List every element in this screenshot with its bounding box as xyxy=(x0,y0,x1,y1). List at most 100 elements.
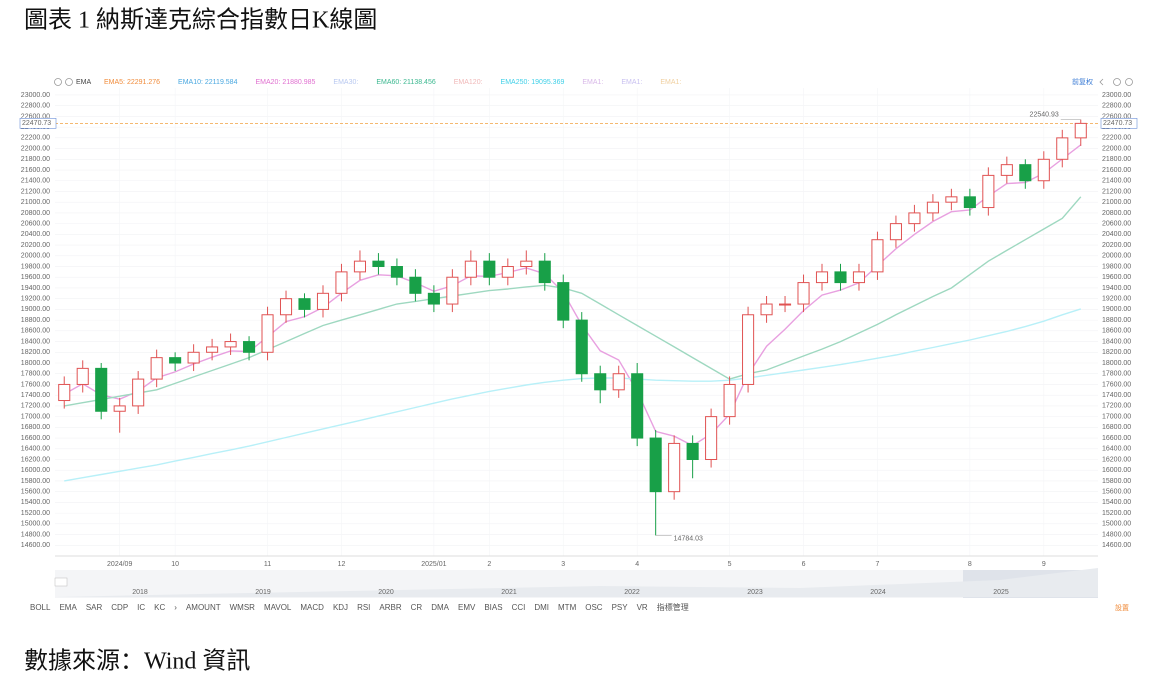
indicator-tab[interactable]: CR xyxy=(411,603,423,612)
y-tick-label: 17200.00 xyxy=(1102,403,1131,410)
x-tick-label: 3 xyxy=(561,561,565,568)
indicator-tab[interactable]: CCI xyxy=(512,603,526,612)
candle-body xyxy=(316,292,330,310)
legend-entry: EMA1: xyxy=(582,79,603,86)
y-tick-label: 15000.00 xyxy=(1102,521,1131,528)
indicator-tab[interactable]: WMSR xyxy=(230,603,256,612)
candle-body xyxy=(705,416,718,461)
y-tick-label: 18000.00 xyxy=(1102,360,1131,367)
indicator-tab[interactable]: IC xyxy=(137,603,145,612)
legend-entry: EMA60: 21138.456 xyxy=(376,79,436,86)
y-tick-label: 19400.00 xyxy=(21,285,50,292)
y-tick-label: 17000.00 xyxy=(21,413,50,420)
y-tick-label: 21600.00 xyxy=(1102,167,1131,174)
indicator-tab[interactable]: BIAS xyxy=(484,603,502,612)
y-tick-label: 17600.00 xyxy=(21,381,50,388)
indicator-tab[interactable]: CDP xyxy=(111,603,128,612)
indicator-tab[interactable]: EMV xyxy=(458,603,476,612)
source-note: 數據來源：Wind 資訊 xyxy=(24,648,250,675)
toolbar-icons xyxy=(54,78,1133,86)
indicator-tab[interactable]: DMI xyxy=(534,603,549,612)
legend-entry: EMA250: 19095.369 xyxy=(501,79,565,86)
candle-body xyxy=(1056,137,1069,160)
indicator-tab[interactable]: SAR xyxy=(86,603,103,612)
x-tick-label: 11 xyxy=(264,561,271,568)
ema-line xyxy=(64,308,1082,482)
y-tick-label: 21200.00 xyxy=(1102,188,1131,195)
indicator-tab[interactable]: PSY xyxy=(612,603,629,612)
candle-body xyxy=(779,303,792,306)
y-tick-label: 19800.00 xyxy=(21,263,50,270)
indicator-tab[interactable]: 指標管理 xyxy=(657,602,689,612)
y-tick-label: 16400.00 xyxy=(1102,446,1131,453)
indicator-tab[interactable]: MACD xyxy=(300,603,324,612)
y-tick-label: 15400.00 xyxy=(1102,499,1131,506)
candle-body xyxy=(76,367,89,385)
candle-body xyxy=(520,260,533,268)
x-tick-label: 10 xyxy=(171,561,179,568)
indicator-tab[interactable]: RSI xyxy=(357,603,370,612)
navigator-year: 2019 xyxy=(255,589,271,596)
y-tick-label: 15400.00 xyxy=(21,499,50,506)
candle-body xyxy=(594,373,607,391)
indicator-tab[interactable]: ARBR xyxy=(379,603,401,612)
indicator-tab[interactable]: BOLL xyxy=(30,603,51,612)
indicator-tab[interactable]: DMA xyxy=(431,603,449,612)
y-tick-label: 17400.00 xyxy=(1102,392,1131,399)
candle-body xyxy=(501,266,514,278)
indicator-tab[interactable]: MAVOL xyxy=(264,603,292,612)
y-tick-label: 15000.00 xyxy=(21,521,50,528)
price-tag xyxy=(19,118,57,129)
candle-body xyxy=(834,271,847,284)
high-label: 22540.93 xyxy=(1030,111,1059,118)
settings-label[interactable]: 設置 xyxy=(1115,603,1129,612)
indicator-tab[interactable]: MTM xyxy=(558,603,577,612)
low-label: 14784.03 xyxy=(674,535,703,542)
y-tick-label: 18600.00 xyxy=(1102,328,1131,335)
y-tick-label: 18200.00 xyxy=(21,349,50,356)
candle-body xyxy=(298,298,311,310)
x-tick-label: 8 xyxy=(968,561,972,568)
indicator-tab[interactable]: KDJ xyxy=(333,603,348,612)
y-tick-label: 16800.00 xyxy=(1102,424,1131,431)
y-tick-label: 21800.00 xyxy=(21,156,50,163)
y-tick-label: 22000.00 xyxy=(1102,145,1131,152)
legend-entry: EMA1: xyxy=(621,79,642,86)
indicator-tab[interactable]: OSC xyxy=(585,603,603,612)
indicator-tab[interactable]: › xyxy=(174,603,177,612)
y-tick-label: 16000.00 xyxy=(21,467,50,474)
y-tick-label: 22600.00 xyxy=(21,113,50,120)
y-tick-label: 22000.00 xyxy=(21,145,50,152)
y-tick-label: 19600.00 xyxy=(1102,274,1131,281)
y-tick-label: 15800.00 xyxy=(21,478,50,485)
candle-body xyxy=(335,271,348,294)
candle-body xyxy=(353,260,366,273)
candle-body xyxy=(557,282,570,321)
y-tick-label: 20200.00 xyxy=(21,242,50,249)
candle-body xyxy=(797,282,810,305)
y-tick-label: 18000.00 xyxy=(21,360,50,367)
candle-body xyxy=(187,351,200,364)
indicator-tab[interactable]: EMA xyxy=(59,603,77,612)
y-tick-label: 15200.00 xyxy=(21,510,50,517)
candle-body xyxy=(206,346,219,353)
y-tick-label: 21800.00 xyxy=(1102,156,1131,163)
candle-body xyxy=(945,196,958,203)
adjust-label[interactable]: 前复权 xyxy=(1072,77,1093,86)
ema-line xyxy=(64,196,1082,407)
y-tick-label: 14800.00 xyxy=(21,531,50,538)
indicator-tab[interactable]: VR xyxy=(637,603,648,612)
navigator-handle[interactable] xyxy=(54,577,68,587)
x-tick-label: 12 xyxy=(338,561,346,568)
candle-body xyxy=(409,276,422,294)
candle-body xyxy=(95,367,108,412)
y-tick-label: 22600.00 xyxy=(1102,113,1131,120)
ema-line xyxy=(63,144,1082,447)
candle-body xyxy=(446,276,459,305)
indicator-tab[interactable]: KC xyxy=(154,603,165,612)
y-tick-label: 17000.00 xyxy=(1102,413,1131,420)
candle-body xyxy=(132,378,145,407)
navigator-year: 2025 xyxy=(993,589,1009,596)
candle-body xyxy=(668,442,681,493)
indicator-tab[interactable]: AMOUNT xyxy=(186,603,221,612)
